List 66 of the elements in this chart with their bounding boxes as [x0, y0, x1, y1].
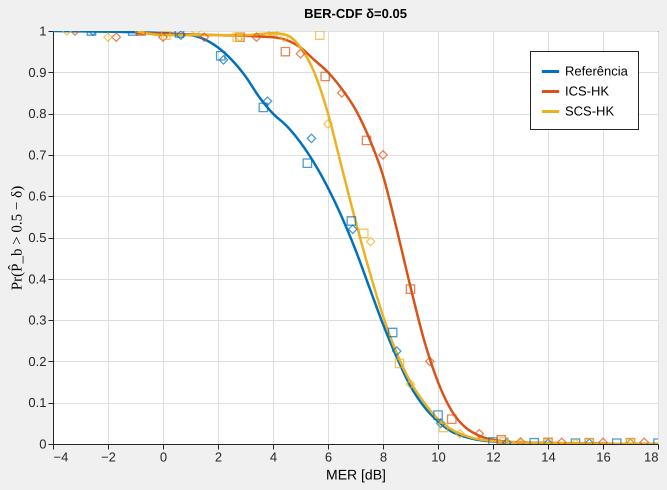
point: [252, 32, 262, 42]
point: [406, 379, 416, 389]
point: [103, 32, 113, 42]
point: [320, 72, 330, 82]
y-axis-title: Pr(P̂_b > 0.5 − δ): [7, 186, 26, 290]
point: [216, 50, 226, 61]
y-tick-label: 0.7: [28, 147, 46, 162]
point: [362, 136, 372, 146]
y-tick-label: 0.9: [28, 64, 46, 80]
legend-label: Referência: [565, 64, 629, 78]
point: [424, 356, 435, 366]
point: [378, 150, 388, 160]
x-tick-label: 4: [270, 450, 278, 464]
x-tick-label: 0: [160, 450, 168, 464]
point: [232, 32, 242, 42]
y-tick-label: 0.2: [28, 354, 46, 369]
point: [279, 32, 289, 42]
x-tick-label: −4: [54, 450, 68, 464]
point: [346, 216, 356, 226]
y-tick-label: 0.3: [28, 312, 46, 328]
y-tick-label: 1: [39, 24, 46, 38]
point: [392, 346, 402, 356]
point: [160, 31, 171, 40]
point: [394, 358, 404, 368]
x-tick-label: 16: [596, 450, 611, 464]
legend-label: ICS-HK: [565, 84, 610, 98]
x-tick-label: 2: [214, 450, 222, 464]
point: [158, 32, 168, 42]
point: [438, 422, 448, 432]
y-tick-label: 0: [39, 436, 46, 452]
y-tick-label: 0.4: [28, 271, 46, 286]
point: [348, 224, 358, 234]
point: [296, 48, 306, 59]
legend-label: SCS-HK: [565, 104, 614, 118]
point: [433, 410, 443, 420]
point: [306, 134, 316, 144]
point: [323, 119, 333, 129]
x-tick-label: 14: [541, 450, 556, 464]
x-tick-label: 6: [324, 450, 332, 464]
point: [314, 31, 325, 40]
chart-title: BER-CDF δ=0.05: [304, 6, 407, 21]
point: [358, 228, 369, 238]
point: [111, 32, 122, 42]
point: [258, 102, 268, 112]
point: [366, 236, 376, 246]
point: [436, 418, 446, 428]
x-tick-label: −2: [101, 450, 116, 464]
x-tick-label: 8: [380, 450, 388, 464]
y-tick-label: 0.5: [28, 230, 46, 245]
point: [302, 158, 312, 168]
x-tick-label: 10: [431, 450, 446, 464]
point: [280, 46, 290, 56]
x-tick-label: 12: [486, 450, 501, 464]
point: [218, 55, 228, 65]
point: [406, 284, 416, 294]
point: [496, 435, 506, 444]
y-tick-label: 0.1: [28, 395, 46, 410]
point: [199, 32, 210, 42]
point: [388, 328, 398, 338]
point: [446, 414, 457, 424]
x-tick-label: 18: [644, 450, 658, 464]
y-tick-label: 0.8: [28, 106, 46, 122]
x-axis-title: MER [dB]: [326, 466, 386, 482]
point: [262, 96, 272, 106]
point: [455, 428, 465, 439]
y-tick-label: 0.6: [28, 188, 46, 204]
